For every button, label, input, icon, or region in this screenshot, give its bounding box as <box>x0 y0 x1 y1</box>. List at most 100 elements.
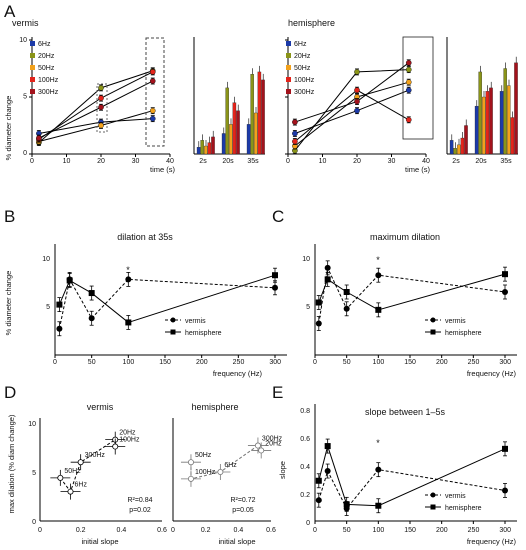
d-vermis-p: p=0.02 <box>129 507 151 514</box>
e-xtick: 100 <box>373 527 385 534</box>
a-vermis-xlabel: time (s) <box>150 165 176 174</box>
b-xlabel: frequency (Hz) <box>213 369 263 378</box>
e-xtick: 150 <box>404 527 416 534</box>
a-vermis-bar-bar-50Hz <box>229 124 233 155</box>
a-hemisphere-bar-bar-300Hz <box>464 125 468 155</box>
a-vermis-bar-bar-300Hz <box>211 136 215 155</box>
panel-label-d: D <box>4 383 16 402</box>
e-point-hemisphere <box>315 477 322 484</box>
d-vermis-point-100Hz <box>112 443 119 450</box>
a-hemisphere-bar-bar-20Hz <box>503 68 507 155</box>
panel-a-hemisphere-bar: 2s 20s 35s <box>452 158 512 165</box>
e-xtick: 300 <box>499 527 511 534</box>
c-legend-marker <box>430 317 436 323</box>
a-hemisphere-point-6Hz <box>354 107 360 114</box>
c-point-vermis <box>324 264 331 271</box>
e-legend-marker <box>430 504 436 510</box>
a-hemisphere-point-50Hz <box>405 79 412 85</box>
b-point-hemisphere <box>125 319 132 326</box>
a-hemisphere-point-6Hz <box>292 130 298 137</box>
b-xtick: 150 <box>159 359 171 366</box>
c-point-hemisphere <box>375 306 382 313</box>
d-vermis-ytick: 5 <box>32 470 36 477</box>
b-xtick: 100 <box>123 359 135 366</box>
a-hemisphere-series-100Hz <box>294 89 409 142</box>
b-point-hemisphere <box>56 301 63 308</box>
a-hemisphere-legend-label: 6Hz <box>294 41 307 48</box>
a-vermis-series-50Hz <box>38 110 153 142</box>
d-vermis-xtick: 0.6 <box>157 527 167 534</box>
a-vermis-xtick: 10 <box>63 158 71 165</box>
c-point-hemisphere <box>343 289 350 295</box>
d-hemisphere-xtick: 0.6 <box>266 527 276 534</box>
d-hemisphere-point-label: 100Hz <box>195 469 216 476</box>
a-vermis-bar-bar-6Hz <box>221 133 226 155</box>
e-legend-label: vermis <box>445 493 466 500</box>
a-vermis-xtick: 40 <box>166 158 174 165</box>
e-xtick: 50 <box>343 527 351 534</box>
d-vermis-point-label: 300Hz <box>85 452 106 459</box>
e-point-hemisphere <box>375 502 382 509</box>
e-title: slope between 1–5s <box>365 407 446 417</box>
d-hemisphere-point-300Hz <box>254 442 261 449</box>
a-vermis-legend-swatch <box>30 77 35 82</box>
a-hemisphere-bar-bar-300Hz <box>514 62 518 155</box>
a-vermis-bar-bar-300Hz <box>236 110 240 155</box>
a-vermis-bar-category: 35s <box>247 158 259 165</box>
d-hemisphere-title: hemisphere <box>191 402 238 412</box>
e-xtick: 250 <box>468 527 480 534</box>
a-vermis-ytick: 0 <box>23 150 27 157</box>
a-hemisphere-xtick: 0 <box>286 158 290 165</box>
a-hemisphere-legend-swatch <box>286 65 291 70</box>
c-legend-label: hemisphere <box>445 330 482 337</box>
a-hemisphere-legend-swatch <box>286 41 291 46</box>
a-vermis-ytick: 5 <box>23 94 27 101</box>
a-hemisphere-xtick: 10 <box>319 158 327 165</box>
a-hemisphere-legend-label: 20Hz <box>294 53 311 60</box>
a-hemisphere-xtick: 20 <box>353 158 361 165</box>
d-hemisphere-point-6Hz <box>217 468 224 475</box>
a-vermis-bar-category: 20s <box>222 158 234 165</box>
c-xtick: 100 <box>373 359 385 366</box>
a-hemisphere-legend-swatch <box>286 53 291 58</box>
c-ytick: 10 <box>302 256 310 263</box>
e-ylabel: slope <box>278 461 287 479</box>
c-point-hemisphere <box>315 299 322 306</box>
b-significance: * <box>126 265 130 275</box>
a-vermis-bar-bar-20Hz <box>250 74 254 155</box>
b-legend-marker <box>170 317 176 323</box>
a-hemisphere-xlabel: time (s) <box>405 165 431 174</box>
a-hemisphere-point-100Hz <box>292 138 298 145</box>
d-vermis-point-6Hz <box>67 488 74 495</box>
c-title: maximum dilation <box>370 232 440 242</box>
e-legend-label: hemisphere <box>445 505 482 512</box>
c-significance: * <box>376 255 380 265</box>
b-point-hemisphere <box>88 290 95 297</box>
d-hemisphere-point-100Hz <box>187 475 194 482</box>
b-point-vermis <box>88 315 95 322</box>
b-point-vermis <box>125 276 132 283</box>
d-vermis-xtick: 0.4 <box>117 527 127 534</box>
c-point-vermis <box>375 272 382 279</box>
c-xtick: 50 <box>343 359 351 366</box>
a-vermis-point-50Hz <box>149 107 156 114</box>
panel-label-e: E <box>272 383 283 402</box>
b-point-hemisphere <box>66 277 73 284</box>
d-hemisphere-point-20Hz <box>258 447 265 454</box>
e-point-vermis <box>324 468 331 475</box>
a-hemisphere-bar-bar-6Hz <box>449 140 454 155</box>
panel-a-vermis-bar: 2s 20s 35s <box>199 158 259 165</box>
e-xlabel: frequency (Hz) <box>467 537 517 546</box>
a-hemisphere-bar-bar-6Hz <box>474 105 479 155</box>
a-hemisphere-legend-label: 50Hz <box>294 65 311 72</box>
a-hemisphere-bar-bar-50Hz <box>482 96 486 155</box>
a-vermis-bar-bar-6Hz <box>196 147 201 155</box>
e-point-vermis <box>375 466 382 473</box>
a-vermis-bar-category: 2s <box>199 158 207 165</box>
a-hemisphere-point-20Hz <box>405 66 412 73</box>
a-hemisphere-point-20Hz <box>354 69 360 75</box>
d-hemisphere-point-label: 6Hz <box>224 462 237 469</box>
a-vermis-point-300Hz <box>36 135 42 141</box>
e-ytick: 0.6 <box>300 436 310 443</box>
panel-c: maximum dilation frequency (Hz) 0 50 100… <box>302 232 516 378</box>
